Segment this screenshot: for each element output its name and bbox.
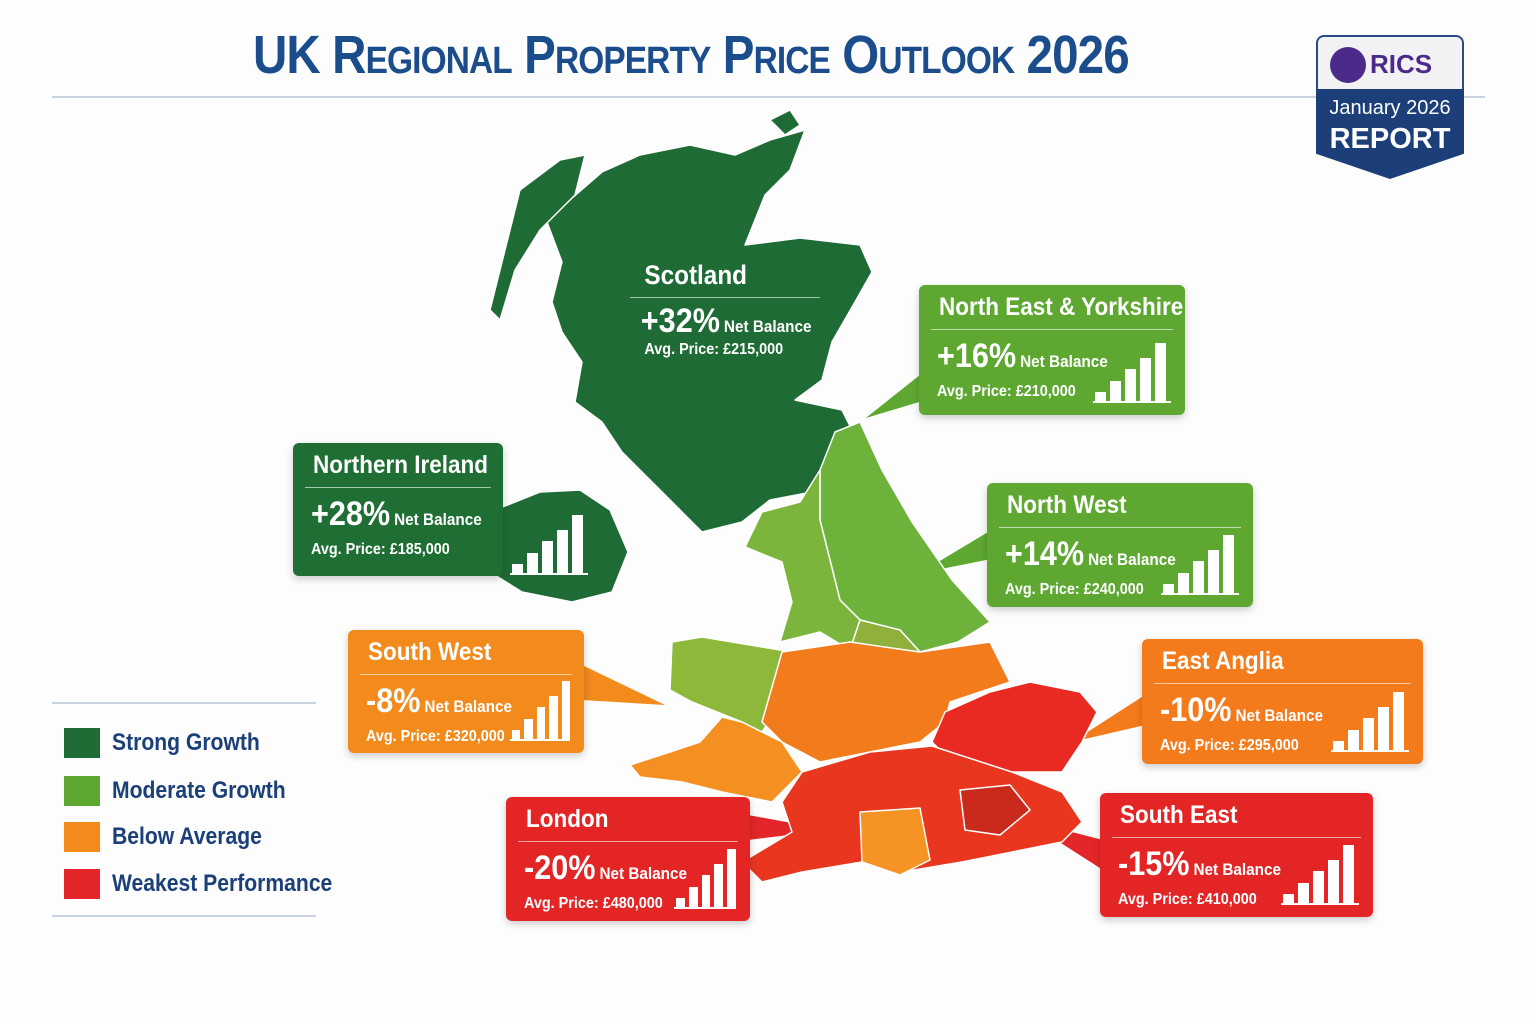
- region-north-west: [744, 469, 861, 651]
- legend-label: Below Average: [112, 823, 262, 850]
- legend-item-below-average: Below Average: [64, 822, 282, 852]
- legend-swatch: [64, 869, 100, 899]
- scotland-islands-north: [769, 109, 801, 136]
- divider: [1154, 683, 1411, 684]
- region-name: North West: [1007, 491, 1127, 519]
- legend-label: Strong Growth: [112, 729, 260, 756]
- rics-logo-icon: [1330, 47, 1366, 83]
- region-south-west: [629, 716, 803, 803]
- pointer-east-anglia: [1072, 695, 1145, 742]
- divider: [931, 329, 1173, 330]
- divider: [518, 841, 738, 842]
- rics-logo-text: RICS: [1370, 49, 1433, 79]
- legend-swatch: [64, 728, 100, 758]
- callout-north-west: North West +14% Net Balance Avg. Price: …: [987, 483, 1253, 607]
- legend-item-moderate-growth: Moderate Growth: [64, 776, 309, 806]
- net-balance: +32% Net Balance: [640, 302, 812, 340]
- bar-chart-icon: [510, 681, 571, 741]
- avg-price: Avg. Price: £480,000: [524, 895, 663, 912]
- avg-price: Avg. Price: £240,000: [1005, 581, 1144, 598]
- legend: Strong Growth Moderate Growth Below Aver…: [52, 702, 332, 917]
- avg-price: Avg. Price: £185,000: [311, 541, 450, 558]
- legend-item-strong-growth: Strong Growth: [64, 728, 280, 758]
- avg-price: Avg. Price: £295,000: [1160, 737, 1299, 754]
- region-name: Scotland: [644, 260, 748, 290]
- net-balance: -8% Net Balance: [366, 682, 513, 720]
- region-name: Northern Ireland: [313, 451, 489, 479]
- badge-month: January 2026: [1329, 97, 1451, 119]
- report-badge: RICS January 2026 REPORT: [1316, 35, 1464, 180]
- title-divider: [52, 96, 1485, 98]
- avg-price: Avg. Price: £320,000: [366, 728, 505, 745]
- avg-price: Avg. Price: £410,000: [1118, 891, 1257, 908]
- legend-label: Moderate Growth: [112, 777, 286, 804]
- region-london-area: [959, 784, 1031, 836]
- region-name: East Anglia: [1162, 647, 1284, 675]
- net-balance: -20% Net Balance: [524, 849, 688, 887]
- legend-swatch: [64, 822, 100, 852]
- callout-south-west: South West -8% Net Balance Avg. Price: £…: [348, 630, 584, 753]
- callout-northern-ireland: Northern Ireland +28% Net Balance Avg. P…: [293, 443, 503, 576]
- badge-label: REPORT: [1329, 123, 1451, 155]
- net-balance: +28% Net Balance: [311, 495, 482, 533]
- bar-chart-icon: [1281, 845, 1359, 905]
- bar-chart-icon: [674, 849, 736, 909]
- avg-price: Avg. Price: £210,000: [937, 383, 1076, 400]
- callout-london: London -20% Net Balance Avg. Price: £480…: [506, 797, 750, 921]
- divider: [630, 297, 820, 298]
- region-name: London: [526, 805, 609, 833]
- bar-chart-icon: [1161, 535, 1239, 595]
- bar-chart-icon: [1331, 692, 1409, 752]
- net-balance: +14% Net Balance: [1005, 535, 1176, 573]
- net-balance: +16% Net Balance: [937, 337, 1108, 375]
- region-hampshire: [859, 807, 931, 876]
- badge-header: RICS: [1316, 35, 1464, 91]
- avg-price: Avg. Price: £215,000: [644, 341, 784, 358]
- callout-ne-yorkshire: North East & Yorkshire +16% Net Balance …: [919, 285, 1185, 415]
- callout-south-east: South East -15% Net Balance Avg. Price: …: [1100, 793, 1373, 917]
- pointer-london: [748, 815, 830, 840]
- pointer-south-west: [582, 665, 665, 705]
- legend-label: Weakest Performance: [112, 870, 333, 897]
- region-name: North East & Yorkshire: [939, 293, 1184, 321]
- callout-scotland: Scotland +32% Net Balance Avg. Price: £2…: [630, 260, 820, 359]
- region-name: South West: [368, 638, 492, 666]
- legend-item-weakest-performance: Weakest Performance: [64, 869, 362, 899]
- divider: [360, 674, 572, 675]
- divider: [999, 527, 1241, 528]
- divider: [1112, 837, 1361, 838]
- bar-chart-icon: [510, 515, 588, 575]
- divider: [305, 487, 491, 488]
- page-title: UK Regional Property Price Outlook 2026: [252, 25, 1130, 85]
- legend-swatch: [64, 776, 100, 806]
- net-balance: -10% Net Balance: [1160, 691, 1324, 729]
- region-name: South East: [1120, 801, 1238, 829]
- callout-east-anglia: East Anglia -10% Net Balance Avg. Price:…: [1142, 639, 1423, 764]
- net-balance: -15% Net Balance: [1118, 845, 1282, 883]
- bar-chart-icon: [1093, 343, 1171, 403]
- scotland-islands: [489, 154, 586, 321]
